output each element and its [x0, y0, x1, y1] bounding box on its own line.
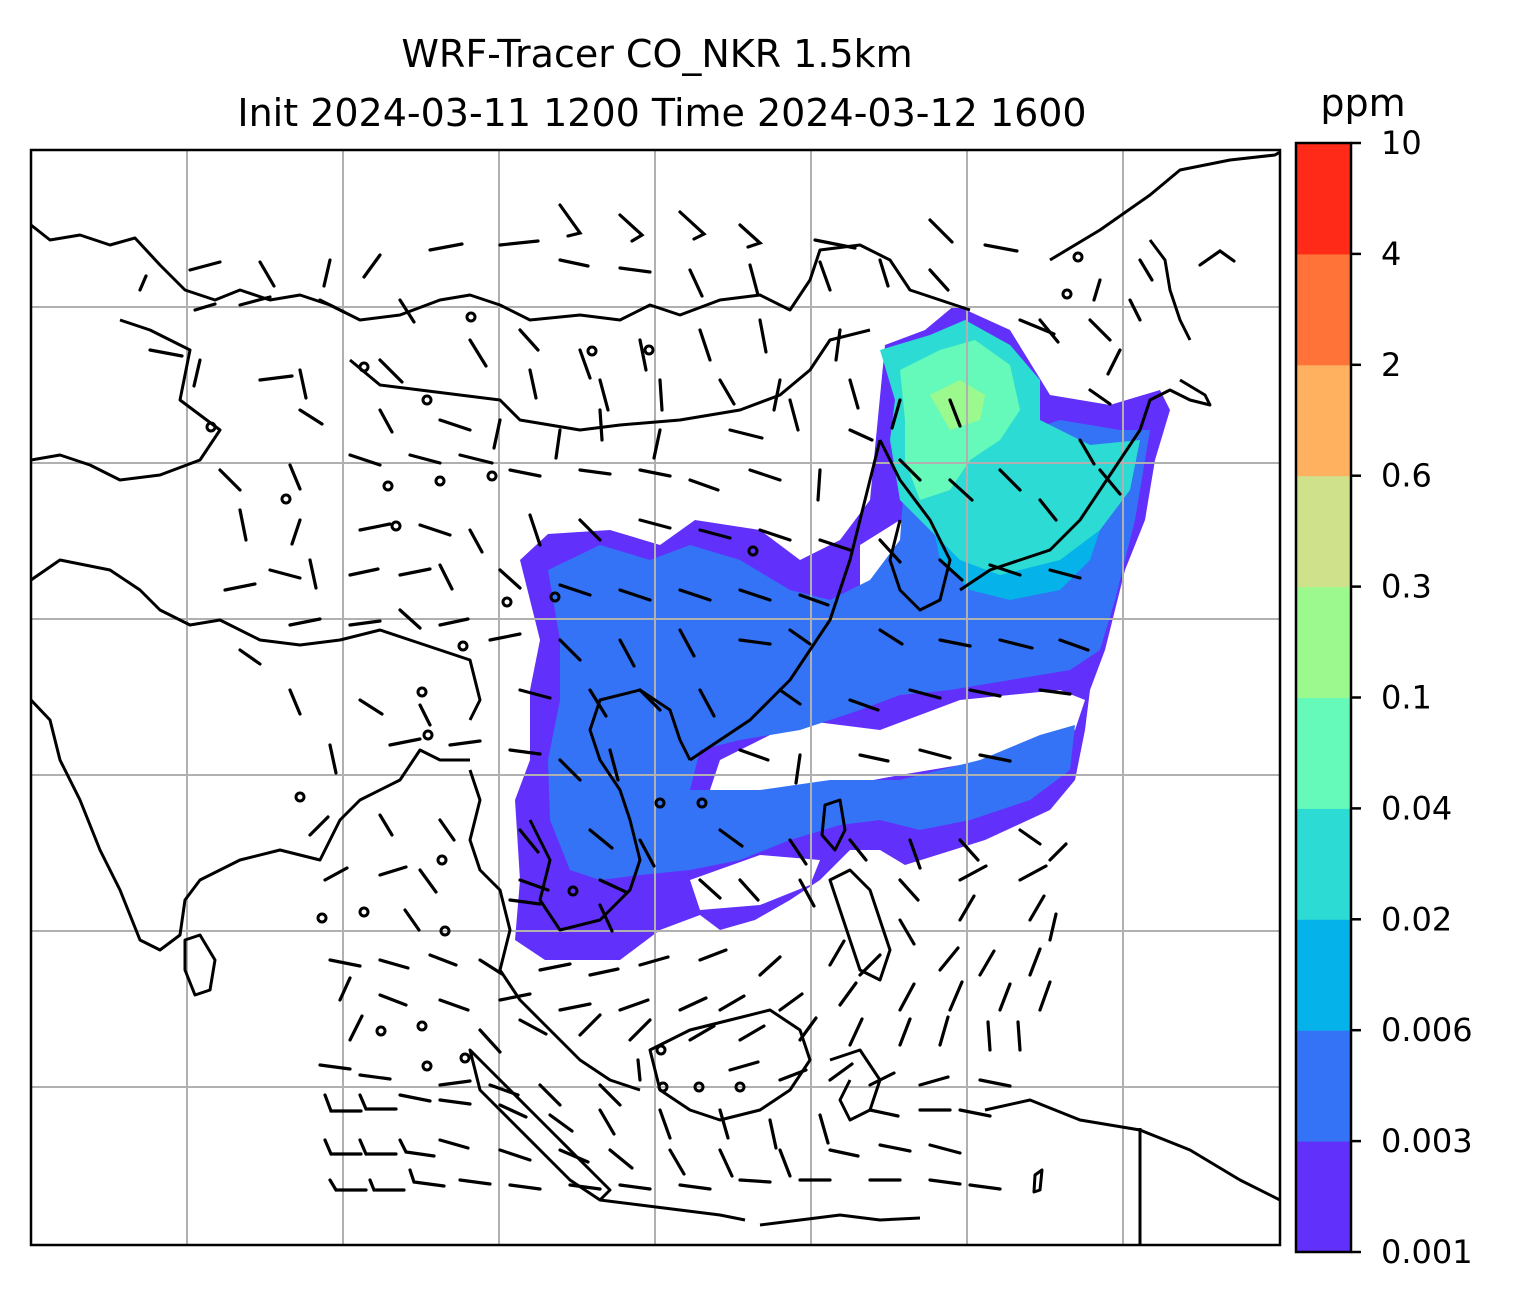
- plume-level-6: [930, 380, 985, 430]
- lesser-sunda: [759, 1213, 921, 1227]
- tracer-plume: [515, 305, 1170, 960]
- colorbar-tick-label: 0.1: [1381, 679, 1432, 717]
- colorbar-bin-2: [1296, 1030, 1351, 1142]
- china-coast: [689, 439, 882, 762]
- border-southeast-asia: [468, 769, 641, 1092]
- sumatra: [468, 1048, 612, 1202]
- colorbar-tick-label: 0.001: [1381, 1233, 1473, 1271]
- colorbar-bin-1: [1296, 1141, 1351, 1253]
- colorbar-tick-label: 0.006: [1381, 1011, 1473, 1049]
- colorbar-tick-label: 0.003: [1381, 1122, 1473, 1160]
- colorbar-bin-5: [1296, 697, 1351, 809]
- colorbar-bin-10: [1296, 143, 1351, 255]
- colorbar-bin-7: [1296, 475, 1351, 588]
- colorbar-bin-4: [1296, 808, 1351, 920]
- wind-barbs: [138, 203, 1236, 1192]
- title-line-1: WRF-Tracer CO_NKR 1.5km: [401, 32, 912, 76]
- colorbar-tick-label: 0.02: [1381, 900, 1452, 938]
- colorbar-unit: ppm: [1320, 81, 1405, 125]
- map-frame: [29, 148, 1282, 1247]
- indochina-coast: [528, 688, 692, 932]
- japan: [959, 378, 1212, 592]
- colorbar-tick-label: 0.6: [1381, 457, 1432, 495]
- colorbar-bin-8: [1296, 364, 1351, 477]
- philippines: [828, 868, 892, 982]
- java: [599, 1198, 746, 1222]
- border-central-asia: [31, 318, 222, 482]
- india-coast: [31, 698, 470, 952]
- colorbar-bin-9: [1296, 253, 1351, 366]
- colorbar-tick-label: 2: [1381, 346, 1401, 384]
- plume-gap-2: [690, 855, 820, 910]
- taiwan: [820, 798, 847, 852]
- title-line-2: Init 2024-03-11 1200 Time 2024-03-12 160…: [237, 91, 1086, 135]
- coast-northeast: [1049, 150, 1280, 262]
- sakhalin: [1148, 239, 1192, 341]
- korea: [878, 439, 952, 612]
- map-panel: [31, 150, 1280, 1245]
- plume-gap-1: [710, 690, 1085, 800]
- calm-circles: [205, 251, 1084, 1093]
- border-north: [31, 223, 971, 322]
- colorbar: 0.001 0.003 0.006 0.02 0.04 0.1 0.3 0.6 2 4 10: [1294, 124, 1473, 1271]
- timor: [1032, 1168, 1044, 1194]
- colorbar-tick-label: 0.04: [1381, 789, 1452, 827]
- colorbar-bin-3: [1296, 919, 1351, 1031]
- border-india: [31, 558, 482, 721]
- colorbar-bin-6: [1296, 586, 1351, 698]
- borneo: [648, 1008, 812, 1122]
- colorbar-tick-label: 0.3: [1381, 568, 1432, 606]
- sri-lanka: [183, 933, 217, 997]
- colorbar-tick-label: 4: [1381, 235, 1401, 273]
- colorbar-tick-label: 10: [1381, 124, 1422, 162]
